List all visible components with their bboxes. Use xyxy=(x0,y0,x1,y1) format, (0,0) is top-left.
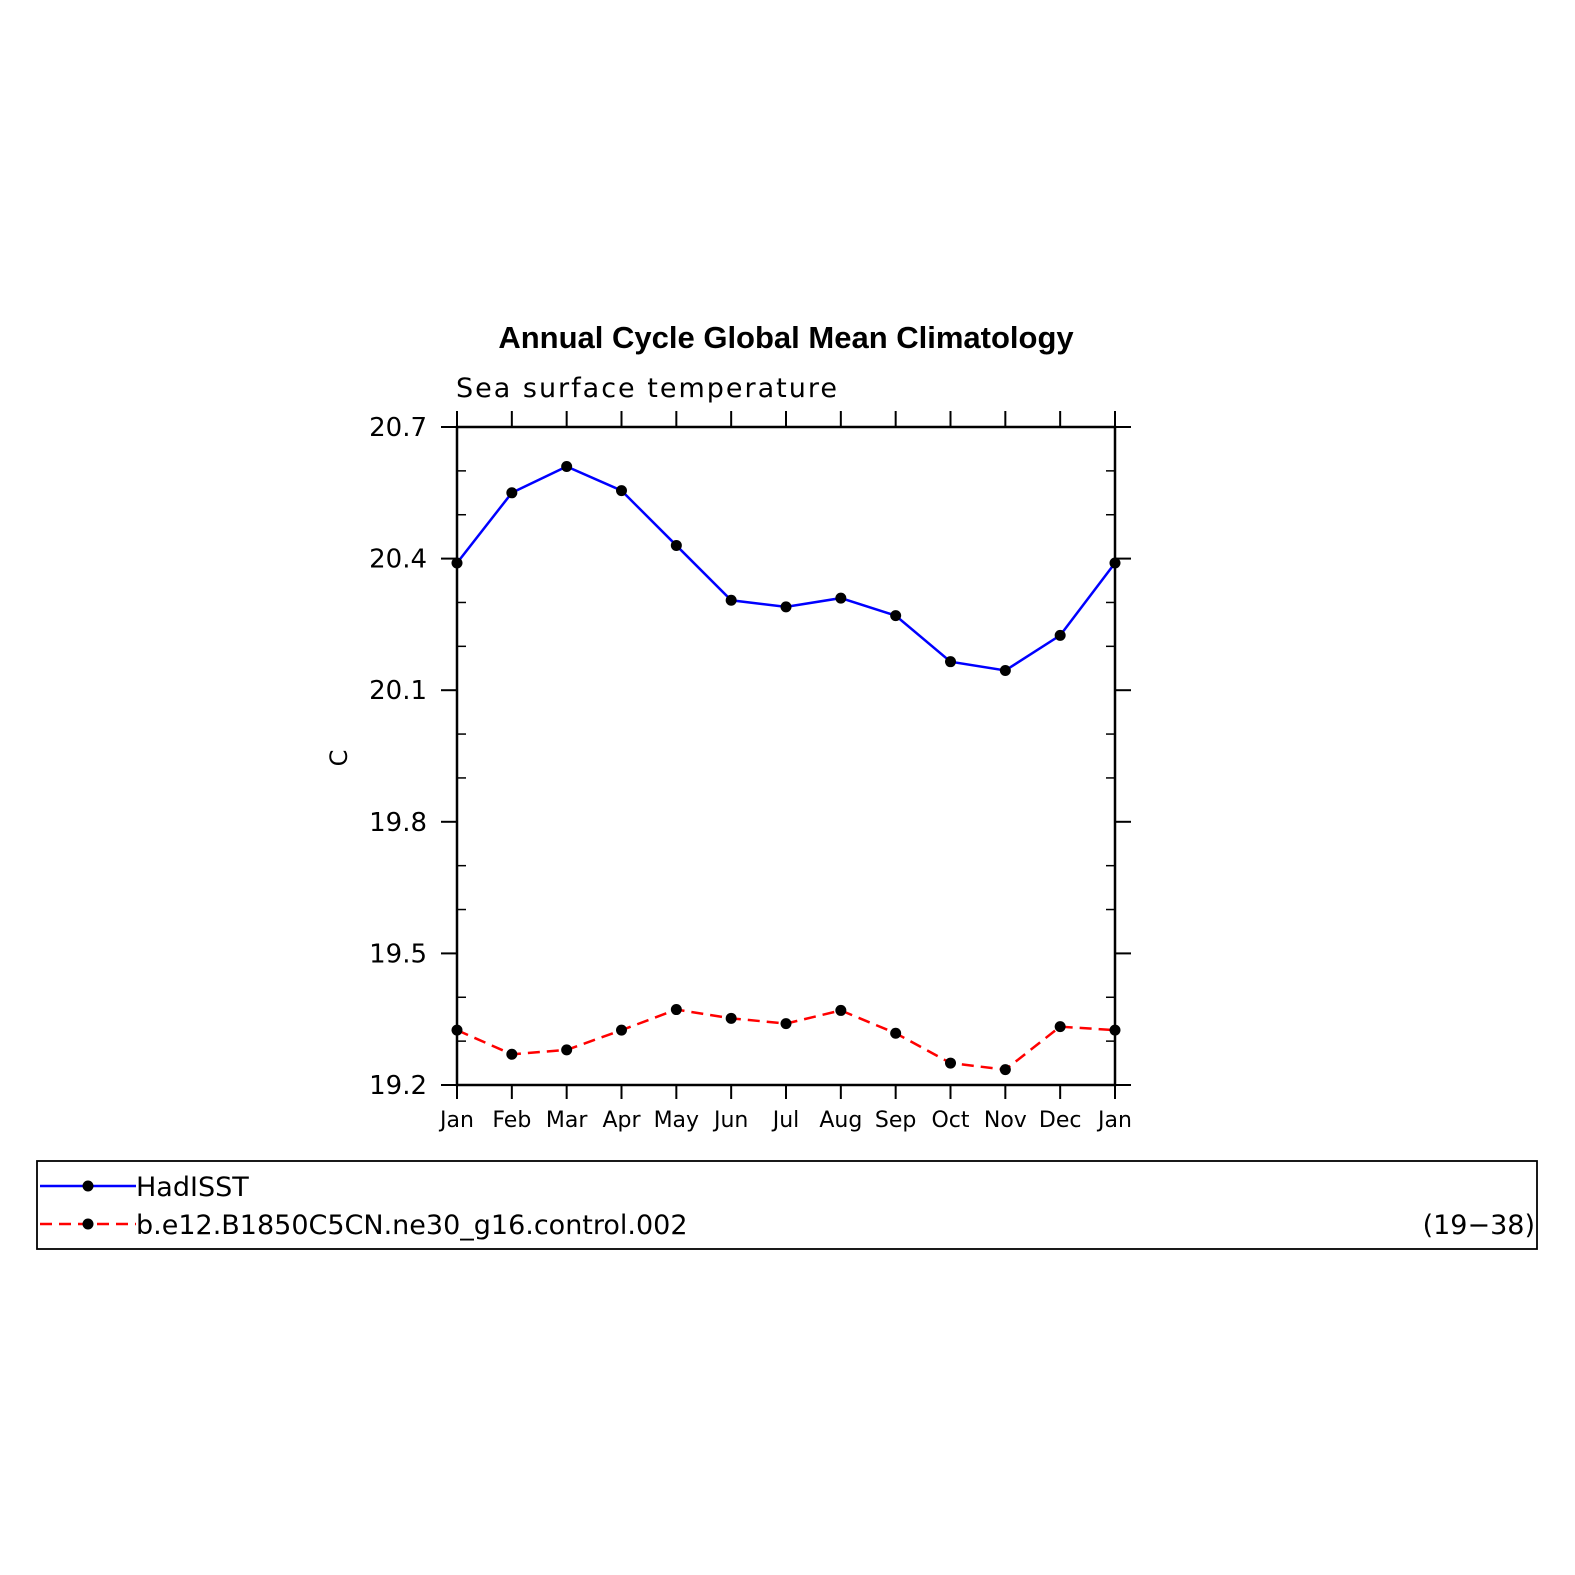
series-2-point xyxy=(835,1004,847,1016)
series-2-point xyxy=(451,1024,463,1036)
legend: HadISST b.e12.B1850C5CN.ne30_g16.control.… xyxy=(40,1172,688,1241)
x-tick-label: Nov xyxy=(984,1108,1027,1133)
x-tick-label: Dec xyxy=(1039,1108,1082,1133)
legend-box xyxy=(36,1160,1538,1250)
y-axis-label: C xyxy=(325,750,353,767)
series-1-point xyxy=(561,460,573,472)
series-1-point xyxy=(780,601,792,613)
x-tick-label: Apr xyxy=(602,1108,641,1133)
series-2-point xyxy=(725,1012,737,1024)
legend-label-1: HadISST xyxy=(136,1172,249,1203)
legend-marker-1 xyxy=(82,1180,94,1192)
series-1-point xyxy=(506,487,518,499)
series-2-point xyxy=(999,1064,1011,1076)
series-2-point xyxy=(1109,1024,1121,1036)
series-2-point xyxy=(780,1018,792,1030)
x-tick-label: Sep xyxy=(875,1108,916,1133)
y-tick-label: 20.7 xyxy=(369,413,427,443)
series-1-point xyxy=(945,656,956,668)
series-2-point xyxy=(945,1057,956,1069)
series-1-point xyxy=(1109,557,1121,569)
series-2-point xyxy=(616,1024,627,1036)
x-tick-label: Jan xyxy=(1096,1108,1132,1133)
axis-tick-labels: Jan Feb Mar Apr May Jun Jul Aug Sep Oct Nov Dec Jan 2… xyxy=(369,413,1132,1133)
x-tick-label: Jun xyxy=(712,1108,748,1133)
series-2-point xyxy=(561,1044,573,1056)
series-1-point xyxy=(616,485,627,497)
x-tick-label: Feb xyxy=(492,1108,531,1133)
series-1-point xyxy=(725,594,737,606)
legend-marker-2 xyxy=(82,1218,94,1230)
y-tick-label: 19.5 xyxy=(369,939,427,969)
series-lines xyxy=(456,465,1116,1071)
x-tick-label: May xyxy=(654,1108,699,1133)
series-2-point xyxy=(506,1048,518,1060)
x-tick-label: Jan xyxy=(438,1108,474,1133)
x-tick-label: Aug xyxy=(819,1108,862,1133)
series-2-point xyxy=(890,1027,902,1039)
y-tick-label: 20.1 xyxy=(369,676,427,706)
series-1-point xyxy=(835,592,847,604)
series-1-point xyxy=(670,539,682,551)
series-1-point xyxy=(451,557,463,569)
series-markers xyxy=(451,460,1121,1076)
y-tick-label: 19.2 xyxy=(369,1071,427,1101)
axis-ticks xyxy=(441,411,1131,1099)
y-tick-label: 20.4 xyxy=(369,545,427,575)
series-2-point xyxy=(670,1004,682,1016)
x-tick-label: Mar xyxy=(546,1108,588,1133)
series-2-point xyxy=(1054,1021,1066,1033)
plot-frame xyxy=(455,425,1117,1087)
legend-label-2: b.e12.B1850C5CN.ne30_g16.control.002 xyxy=(136,1210,688,1241)
x-tick-label: Oct xyxy=(931,1108,969,1133)
legend-note: (19−38) xyxy=(1423,1210,1535,1241)
chart-subtitle: Sea surface temperature xyxy=(456,373,839,404)
y-tick-label: 19.8 xyxy=(369,808,427,838)
x-tick-label: Jul xyxy=(771,1108,800,1133)
series-1-point xyxy=(1054,629,1066,641)
series-line-1 xyxy=(456,465,1116,672)
chart-title: Annual Cycle Global Mean Climatology xyxy=(498,320,1074,355)
series-1-point xyxy=(999,664,1011,676)
series-1-point xyxy=(890,610,902,622)
